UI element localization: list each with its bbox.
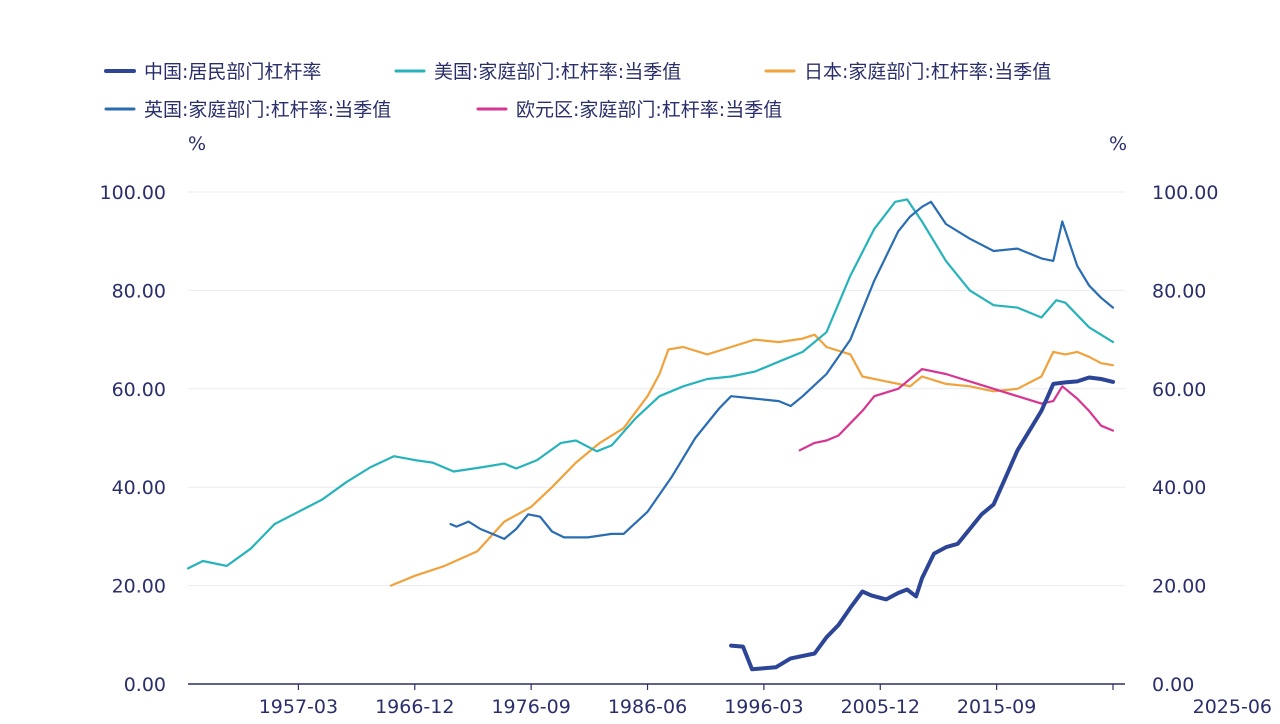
y-tick-label-left: 80.00: [112, 280, 166, 302]
legend-item-3: 英国:家庭部门:杠杆率:当季值: [104, 99, 391, 121]
series-line-4: [798, 368, 1115, 452]
legend-item-2: 日本:家庭部门:杠杆率:当季值: [764, 61, 1051, 83]
legend-item-1: 美国:家庭部门:杠杆率:当季值: [394, 61, 681, 83]
y-tick-label-right: 40.00: [1152, 477, 1206, 499]
y-tick-label-left: 100.00: [100, 182, 166, 204]
legend-label: 日本:家庭部门:杠杆率:当季值: [804, 61, 1051, 83]
y-tick-label-left: 60.00: [112, 379, 166, 401]
x-axis: 1957-03 1966-12 1976-09 1986-06 1996-03 2005-…: [188, 683, 1272, 718]
legend-label: 欧元区:家庭部门:杠杆率:当季值: [516, 99, 782, 121]
series-line-2: [389, 333, 1115, 587]
y-tick-label-left: 20.00: [112, 576, 166, 598]
y-tick-label-left: 0.00: [124, 674, 166, 696]
series-line-1: [186, 198, 1115, 570]
y-tick-label-right: 60.00: [1152, 379, 1206, 401]
x-tick-label: 1966-12: [375, 696, 454, 718]
x-tick-label: 2005-12: [841, 696, 920, 718]
y-tick-label-right: 0.00: [1152, 674, 1194, 696]
legend-item-0: 中国:居民部门杠杆率: [104, 61, 321, 83]
x-tick-label: 1976-09: [491, 696, 570, 718]
legend-label: 中国:居民部门杠杆率: [144, 61, 321, 83]
y-tick-label-left: 40.00: [112, 477, 166, 499]
x-tick-label: 1957-03: [259, 696, 338, 718]
y-axis-unit-right: %: [1109, 133, 1127, 155]
series-line-3: [449, 200, 1115, 540]
y-tick-label-right: 100.00: [1152, 182, 1218, 204]
x-tick-label: 1986-06: [608, 696, 687, 718]
x-tick-label: 2025-06: [1193, 696, 1272, 718]
y-axis-right: 0.00 20.00 40.00 60.00 80.00 100.00: [1152, 182, 1218, 696]
x-tick-label: 2015-09: [957, 696, 1036, 718]
legend: 中国:居民部门杠杆率 美国:家庭部门:杠杆率:当季值 日本:家庭部门:杠杆率:当季值…: [104, 61, 1051, 121]
legend-label: 美国:家庭部门:杠杆率:当季值: [434, 61, 681, 83]
x-tick-label: 1996-03: [724, 696, 803, 718]
legend-label: 英国:家庭部门:杠杆率:当季值: [144, 99, 391, 121]
series-lines: [186, 198, 1115, 672]
legend-item-4: 欧元区:家庭部门:杠杆率:当季值: [476, 99, 782, 121]
y-tick-label-right: 20.00: [1152, 576, 1206, 598]
series-line-0: [729, 375, 1115, 672]
y-axis-unit-left: %: [188, 133, 206, 155]
y-tick-label-right: 80.00: [1152, 280, 1206, 302]
y-axis-left: 0.00 20.00 40.00 60.00 80.00 100.00: [100, 182, 166, 696]
